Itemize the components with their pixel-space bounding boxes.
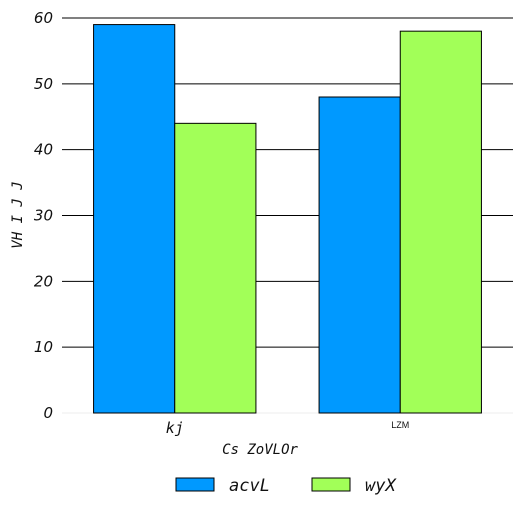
x-category-label: kj: [166, 419, 184, 437]
y-tick-label: 30: [34, 207, 53, 225]
legend: acvL wyX: [175, 476, 397, 496]
legend-label-acvL: acvL: [229, 476, 270, 496]
x-category-labels: kj LZM: [166, 419, 410, 437]
bar-wyX-kj: [174, 122, 257, 414]
bar-wyX-LZM: [399, 30, 482, 414]
bar-acvL-kj: [93, 24, 176, 414]
y-axis-title: VH I J J: [10, 181, 26, 248]
bar-acvL-LZM: [318, 96, 401, 414]
bars: [93, 24, 482, 414]
legend-label-wyX: wyX: [365, 476, 397, 496]
legend-swatch-acvL: [175, 477, 215, 492]
y-tick-label: 40: [34, 141, 53, 159]
y-tick-label: 60: [34, 9, 53, 27]
y-tick-label: 0: [43, 404, 53, 422]
x-axis-title: Cs ZoVLOr: [222, 442, 298, 458]
y-tick-label: 10: [34, 338, 53, 356]
y-tick-labels: 0 10 20 30 40 50 60: [34, 9, 53, 422]
x-category-label: LZM: [391, 420, 409, 430]
y-tick-label: 20: [34, 272, 53, 290]
legend-swatch-wyX: [311, 477, 351, 492]
y-tick-label: 50: [34, 75, 53, 93]
